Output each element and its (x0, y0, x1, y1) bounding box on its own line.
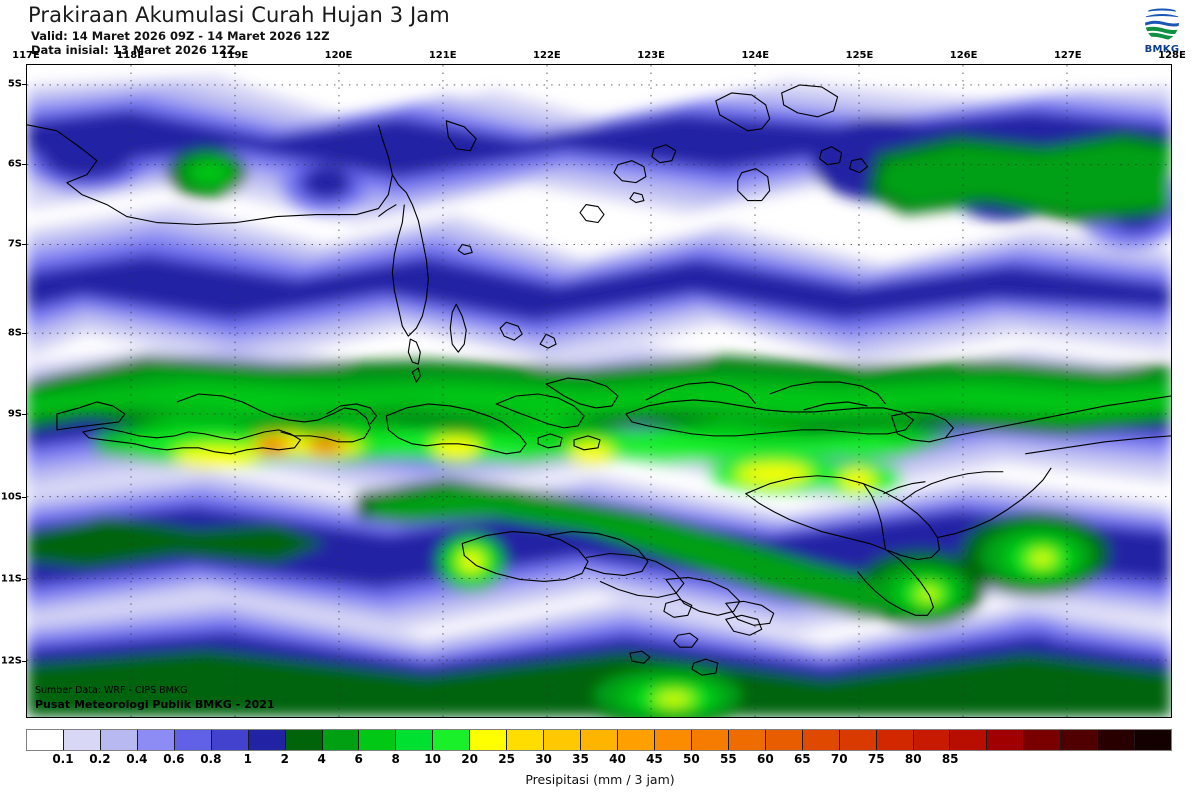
colorbar-tick-label: 75 (867, 752, 885, 766)
colorbar-tick-label: 10 (424, 752, 441, 766)
bmkg-logo: BMKG (1134, 2, 1190, 55)
x-tick-127E: 127E (1053, 50, 1082, 61)
colorbar-tick-label: 20 (461, 752, 478, 766)
initial-data-label: Data inisial: 13 Maret 2026 12Z (31, 43, 236, 57)
valid-period-label: Valid: 14 Maret 2026 09Z - 14 Maret 2026… (31, 29, 330, 43)
colorbar-swatch (1061, 730, 1099, 750)
colorbar-tick-label: 35 (572, 752, 589, 766)
colorbar-swatch (691, 730, 729, 750)
colorbar-tick-label: 80 (904, 752, 922, 766)
source-credit: Sumber Data: WRF - CIPS BMKG (35, 685, 188, 696)
colorbar-swatch (839, 730, 877, 750)
colorbar-swatch (359, 730, 397, 750)
x-tick-126E: 126E (949, 50, 978, 61)
colorbar-swatch (248, 730, 286, 750)
colorbar-tick-label: 70 (830, 752, 848, 766)
x-tick-122E: 122E (533, 50, 561, 61)
colorbar-swatch (211, 730, 249, 750)
colorbar-tick-label: 50 (683, 752, 700, 766)
colorbar-ticks: 0.1 0.2 0.4 0.6 0.8 1 2 4 6 8 10 20 25 30 35 40 45 50 55 60… (26, 752, 1172, 768)
colorbar-swatch (433, 730, 471, 750)
bmkg-logo-icon (1145, 3, 1179, 41)
colorbar-swatch (100, 730, 138, 750)
colorbar-tick-label: 0.2 (89, 752, 111, 766)
colorbar-swatch (322, 730, 360, 750)
x-tick-128E: 128E (1158, 50, 1186, 61)
y-tick-11S: 11S (0, 573, 22, 585)
colorbar-tick-label: 6 (354, 752, 363, 766)
colorbar-tick-label: 0.4 (126, 752, 148, 766)
colorbar-swatch (618, 730, 655, 750)
x-tick-117E: 117E (12, 50, 40, 61)
colorbar-tick-label: 8 (391, 752, 400, 766)
colorbar-swatch (654, 730, 692, 750)
colorbar-swatch (396, 730, 434, 750)
y-tick-10S: 10S (0, 491, 22, 503)
coastline-layer (27, 84, 1171, 676)
colorbar-caption: Presipitasi (mm / 3 jam) (525, 772, 675, 787)
y-tick-7S: 7S (7, 238, 22, 250)
y-tick-12S: 12S (0, 655, 22, 667)
bmkg-logo-label: BMKG (1144, 44, 1180, 55)
x-tick-125E: 125E (845, 50, 874, 61)
colorbar-swatch (507, 730, 545, 750)
colorbar-swatch (63, 730, 101, 750)
colorbar-swatch (913, 730, 951, 750)
colorbar-swatch (802, 730, 840, 750)
colorbar-tick-label: 65 (793, 752, 811, 766)
colorbar-swatch (950, 730, 988, 750)
y-tick-8S: 8S (7, 327, 22, 339)
colorbar (26, 729, 1172, 751)
precipitation-raster (27, 65, 1171, 717)
x-tick-121E: 121E (428, 50, 457, 61)
colorbar-swatch (27, 730, 64, 750)
colorbar-swatch (174, 730, 212, 750)
precip-band-group (27, 74, 1171, 717)
colorbar-swatch (1024, 730, 1062, 750)
colorbar-tick-label: 1 (243, 752, 252, 766)
x-tick-120E: 120E (324, 50, 353, 61)
colorbar-swatch (137, 730, 175, 750)
colorbar-swatch (876, 730, 914, 750)
colorbar-swatch (1098, 730, 1136, 750)
precipitation-map[interactable]: Sumber Data: WRF - CIPS BMKG Pusat Meteo… (26, 64, 1172, 718)
colorbar-tick-label: 25 (498, 752, 515, 766)
colorbar-swatch (544, 730, 582, 750)
colorbar-tick-label: 60 (756, 752, 774, 766)
colorbar-tick-label: 40 (609, 752, 626, 766)
y-tick-9S: 9S (7, 408, 22, 420)
x-tick-119E: 119E (220, 50, 249, 61)
y-tick-5S: 5S (7, 78, 22, 90)
colorbar-tick-label: 30 (535, 752, 552, 766)
x-tick-124E: 124E (741, 50, 770, 61)
x-tick-118E: 118E (116, 50, 145, 61)
colorbar-tick-label: 0.1 (52, 752, 74, 766)
colorbar-swatch (1135, 730, 1172, 750)
colorbar-swatch (987, 730, 1025, 750)
colorbar-swatch (765, 730, 803, 750)
colorbar-swatch (728, 730, 766, 750)
y-tick-6S: 6S (7, 158, 22, 170)
colorbar-tick-label: 4 (317, 752, 326, 766)
colorbar-tick-label: 45 (646, 752, 663, 766)
colorbar-tick-label: 0.6 (163, 752, 185, 766)
colorbar-swatch (581, 730, 618, 750)
colorbar-swatch (470, 730, 508, 750)
colorbar-tick-label: 85 (941, 752, 959, 766)
x-tick-123E: 123E (637, 50, 665, 61)
publisher-credit: Pusat Meteorologi Publik BMKG - 2021 (35, 698, 275, 711)
page-title: Prakiraan Akumulasi Curah Hujan 3 Jam (28, 3, 450, 27)
colorbar-tick-label: 2 (280, 752, 289, 766)
colorbar-tick-label: 55 (720, 752, 737, 766)
colorbar-tick-label: 0.8 (200, 752, 222, 766)
colorbar-swatch (285, 730, 323, 750)
